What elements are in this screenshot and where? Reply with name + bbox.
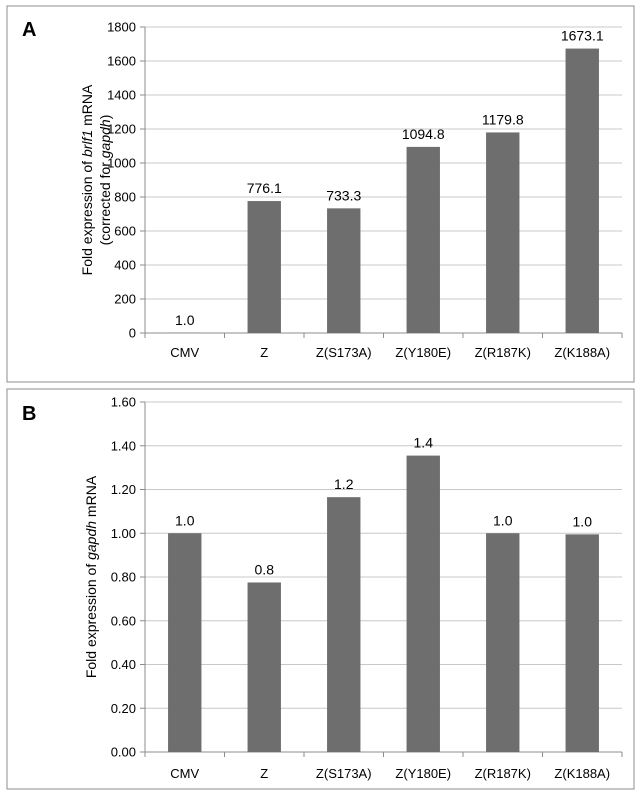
y-axis-label: Fold expression of brlf1 mRNA	[79, 84, 95, 275]
y-axis-label-segment: Fold expression of	[83, 560, 99, 678]
y-tick-label: 1600	[107, 54, 136, 69]
data-label: 776.1	[247, 180, 282, 196]
bar	[406, 146, 440, 333]
y-tick-label: 0.60	[111, 613, 136, 628]
y-tick-label: 200	[114, 292, 136, 307]
y-tick-label: 1.20	[111, 482, 136, 497]
y-axis-label: Fold expression of gapdh mRNA	[83, 475, 99, 678]
y-tick-label: 1800	[107, 20, 136, 35]
category-label: Z(K188A)	[554, 766, 610, 781]
y-tick-label: 0.00	[111, 745, 136, 760]
data-label: 733.3	[326, 187, 361, 203]
data-label: 1.0	[573, 513, 593, 529]
y-axis-label-segment: brlf1	[79, 130, 95, 157]
y-tick-label: 0.40	[111, 657, 136, 672]
bar	[168, 533, 202, 752]
panel-letter: A	[22, 19, 36, 41]
bar	[486, 533, 520, 752]
panel-frame	[6, 388, 635, 790]
y-tick-label: 800	[114, 190, 136, 205]
category-label: Z(Y180E)	[395, 766, 451, 781]
y-tick-label: 1.60	[111, 395, 136, 410]
y-tick-label: 0	[129, 326, 136, 341]
category-label: Z	[260, 766, 268, 781]
y-axis-label-segment: Fold expression of	[79, 157, 95, 275]
y-tick-label: 1200	[107, 122, 136, 137]
y-axis-label: (corrected for gapdh)	[97, 115, 113, 246]
y-axis-label-segment: mRNA	[83, 475, 99, 521]
bar	[565, 48, 599, 333]
y-axis-label-segment: gapdh	[83, 521, 99, 560]
y-axis-label-segment: )	[97, 115, 113, 120]
bar	[327, 497, 361, 752]
y-tick-label: 1.00	[111, 526, 136, 541]
bar	[486, 132, 520, 333]
bar	[327, 208, 361, 333]
y-axis-label-segment: mRNA	[79, 84, 95, 130]
data-label: 1.0	[175, 312, 195, 328]
y-tick-label: 400	[114, 258, 136, 273]
y-axis-label-segment: (corrected for	[97, 158, 113, 245]
y-axis-label-segment: gapdh	[97, 119, 113, 158]
data-label: 1.0	[493, 512, 513, 528]
panel-frame	[6, 5, 635, 383]
y-tick-label: 1400	[107, 88, 136, 103]
y-tick-label: 0.80	[111, 570, 136, 585]
data-label: 1179.8	[482, 111, 524, 127]
category-label: Z(R187K)	[475, 766, 531, 781]
category-label: Z(Y180E)	[395, 345, 451, 360]
category-label: Z(K188A)	[554, 345, 610, 360]
bar	[406, 455, 440, 752]
data-label: 1094.8	[402, 126, 445, 142]
y-tick-label: 0.20	[111, 701, 136, 716]
data-label: 1.4	[414, 435, 434, 451]
data-label: 0.8	[255, 561, 275, 577]
panel-a: A 0 200 400 600 800 1000 1200 1400 1600 1800 1.0 CMV…	[6, 5, 635, 383]
y-tick-label: 1.40	[111, 438, 136, 453]
data-label: 1673.1	[561, 28, 604, 44]
panel-letter: B	[22, 403, 36, 425]
bar	[247, 201, 281, 333]
data-label: 1.2	[334, 476, 354, 492]
category-label: Z(R187K)	[475, 345, 531, 360]
category-label: Z	[260, 345, 268, 360]
bar	[247, 582, 281, 752]
y-tick-label: 600	[114, 224, 136, 239]
category-label: Z(S173A)	[316, 766, 372, 781]
panel-b: B 0.00 0.20 0.40 0.60 0.80 1.00 1.20 1.40 1.60 1.0…	[6, 388, 635, 790]
category-label: Z(S173A)	[316, 345, 372, 360]
bar	[565, 534, 599, 752]
category-label: CMV	[170, 345, 199, 360]
category-label: CMV	[170, 766, 199, 781]
data-label: 1.0	[175, 512, 195, 528]
y-tick-label: 1000	[107, 156, 136, 171]
